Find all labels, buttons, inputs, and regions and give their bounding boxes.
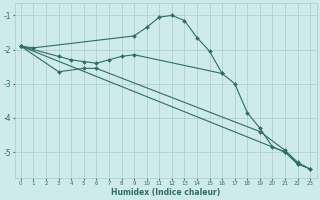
X-axis label: Humidex (Indice chaleur): Humidex (Indice chaleur) (111, 188, 220, 197)
